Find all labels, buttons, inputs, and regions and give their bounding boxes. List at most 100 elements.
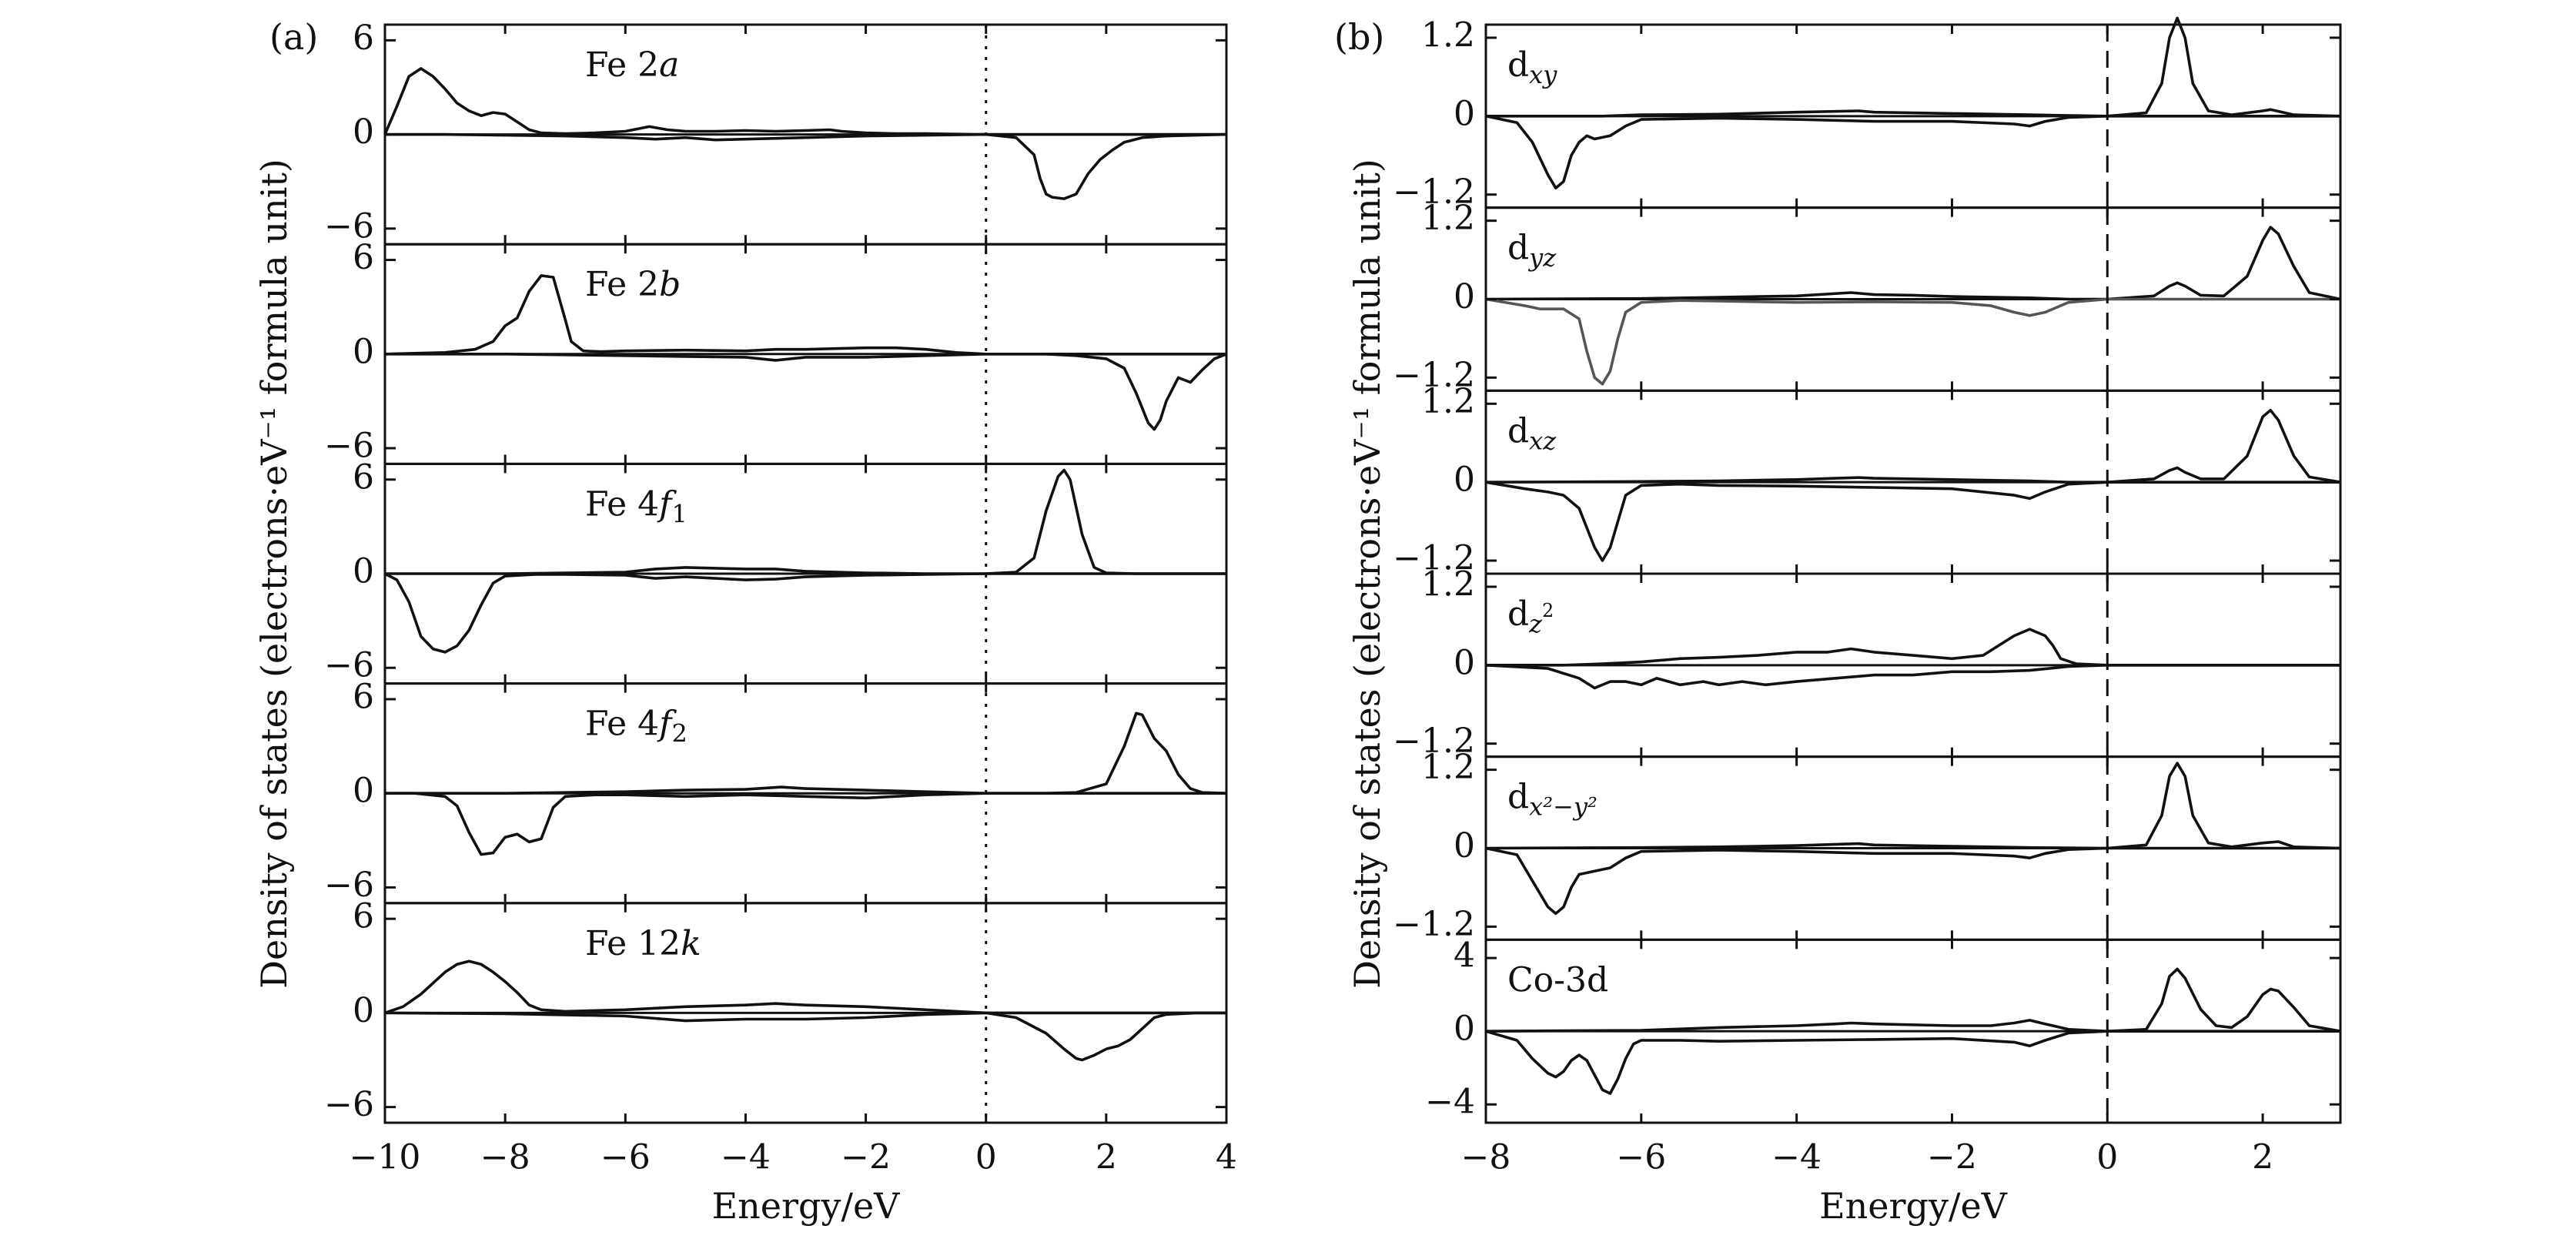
subplot-1: 1.2 0 −1.2 dyz [1393, 199, 2342, 395]
subplot-label-main: d [1507, 228, 1529, 267]
panel-label: (b) [1334, 16, 1384, 58]
dos-curve-spin-down [385, 353, 1227, 431]
dos-curve-spin-up [385, 468, 1226, 575]
y-tick-label: 1.2 [1421, 382, 1475, 421]
x-axis-label: Energy/eV [712, 1185, 901, 1227]
chart-panel-0: (a) 6 0 −6 Fe 2 a 6 0 −6 Fe 2b 6 0 −6 Fe 4f1 6 0 −6 Fe 4f… [253, 16, 1237, 1227]
dos-curve-spin-up [1486, 16, 2341, 118]
subplot-label-italic: xy [1529, 60, 1557, 89]
x-tick-label: −8 [480, 1138, 530, 1177]
y-tick-label: 0 [1454, 643, 1475, 682]
dos-curve-spin-down [384, 572, 1226, 654]
subplot-label-italic: a [659, 45, 679, 85]
subplot-label-main: Co-3d [1507, 960, 1608, 1000]
subplot-label: Co-3d [1507, 960, 1608, 1000]
y-tick-label: 0 [1454, 1010, 1475, 1049]
y-tick-label: −1.2 [1393, 172, 1475, 212]
dos-curve-spin-up [384, 959, 1226, 1015]
y-tick-label: −6 [324, 427, 374, 466]
x-tick-label: −2 [1927, 1138, 1977, 1177]
subplot-label-main: Fe 12 [585, 923, 681, 963]
subplot-label-main: Fe 4 [585, 484, 659, 524]
subplot-label: dyz [1507, 228, 1557, 272]
subplot-frame [1484, 938, 2342, 1124]
y-tick-label: −1.2 [1393, 356, 1475, 395]
y-tick-label: 6 [353, 677, 374, 716]
subplot-0: 1.2 0 −1.2 dxy [1393, 15, 2342, 212]
dos-curve-spin-down [385, 792, 1226, 856]
x-tick-label: 0 [975, 1138, 997, 1177]
y-tick-label: −6 [324, 206, 374, 246]
subplot-label-main: Fe 2 [585, 265, 659, 304]
y-tick-label: 1.2 [1421, 564, 1475, 604]
subplot-label-italic: yz [1527, 243, 1557, 272]
subplot-label-sub: 2 [1542, 600, 1554, 621]
subplot-1: 6 0 −6 Fe 2b [324, 238, 1228, 466]
y-tick-label: −6 [324, 1085, 374, 1124]
subplot-label: Fe 2b [585, 265, 681, 304]
dos-curve-spin-up [1485, 967, 2341, 1033]
y-tick-label: −4 [1425, 1083, 1475, 1122]
panel-label: (a) [269, 16, 318, 58]
y-tick-label: 0 [1454, 826, 1475, 866]
subplot-label-sub: 2 [671, 718, 687, 748]
y-tick-label: 1.2 [1421, 748, 1475, 787]
dos-curve-spin-down [1485, 1030, 2340, 1095]
subplot-label: dz2 [1507, 594, 1554, 638]
dos-curve-spin-up [384, 274, 1226, 356]
subplot-label: Fe 4f1 [585, 484, 687, 528]
y-tick-label: 0 [353, 772, 374, 811]
y-tick-label: 0 [1454, 94, 1475, 133]
subplot-label: dxy [1507, 45, 1557, 89]
dos-curve-spin-down [1485, 297, 2340, 386]
y-tick-label: 6 [353, 897, 374, 936]
y-tick-label: 6 [353, 18, 374, 58]
subplot-frame [383, 902, 1228, 1124]
x-tick-label: −10 [350, 1138, 421, 1177]
subplot-4: 1.2 0 −1.2 dx²−y² [1393, 748, 2342, 944]
dos-curve-spin-down [384, 1011, 1226, 1062]
y-tick-label: 0 [1454, 277, 1475, 316]
subplot-label: Fe 4f2 [585, 704, 687, 748]
y-tick-label: 0 [1454, 460, 1475, 500]
subplot-2: 1.2 0 −1.2 dxz [1393, 382, 2342, 578]
subplot-label-italic: b [659, 265, 681, 304]
dos-curve-spin-up [1486, 628, 2340, 667]
y-tick-label: 0 [353, 552, 374, 591]
subplot-3: 1.2 0 −1.2 dz2 [1393, 564, 2342, 761]
y-tick-label: 0 [353, 991, 374, 1030]
x-tick-label: −6 [1616, 1138, 1666, 1177]
dos-curve-spin-down [1485, 846, 2340, 916]
y-tick-label: −1.2 [1393, 722, 1475, 761]
x-tick-label: −2 [841, 1138, 891, 1177]
y-tick-label: −1.2 [1393, 539, 1475, 578]
y-tick-label: 6 [353, 238, 374, 277]
subplot-label: dx²−y² [1507, 777, 1597, 821]
chart-panel-1: (b) 1.20−1.2dxy1.20−1.2dyz1.20−1.2dxz1.20… [1334, 15, 2342, 1227]
subplot-label-italic: k [681, 923, 701, 963]
dos-curve-spin-up [385, 712, 1227, 795]
subplot-label-italic: z [1528, 609, 1543, 638]
y-axis-label: Density of states (electrons·eV⁻¹ formul… [1347, 159, 1388, 989]
y-tick-label: −1.2 [1393, 905, 1475, 944]
subplot-label-main: d [1507, 777, 1529, 816]
x-tick-label: 2 [2252, 1138, 2273, 1177]
y-tick-label: 1.2 [1421, 15, 1475, 55]
y-tick-label: −6 [324, 646, 374, 685]
x-tick-label: 0 [2096, 1138, 2118, 1177]
subplot-3: 6 0 −6 Fe 4f2 [324, 677, 1228, 905]
subplot-label-italic: x²−y² [1529, 792, 1597, 821]
y-axis-label: Density of states (electrons·eV⁻¹ formul… [253, 159, 295, 989]
dos-curve-spin-up [1485, 226, 2341, 301]
subplot-label-main: d [1507, 594, 1529, 634]
y-tick-label: 0 [353, 112, 374, 152]
subplot-label-main: d [1507, 411, 1529, 450]
dos-curve-spin-down [385, 132, 1227, 200]
subplot-label-main: d [1507, 45, 1529, 85]
subplot-label: Fe 12k [585, 923, 701, 963]
x-tick-label: −6 [601, 1138, 651, 1177]
dos-curve-spin-down [1485, 481, 2340, 562]
subplot-2: 6 0 −6 Fe 4f1 [324, 457, 1228, 685]
dos-curve-spin-down [1485, 115, 2340, 189]
